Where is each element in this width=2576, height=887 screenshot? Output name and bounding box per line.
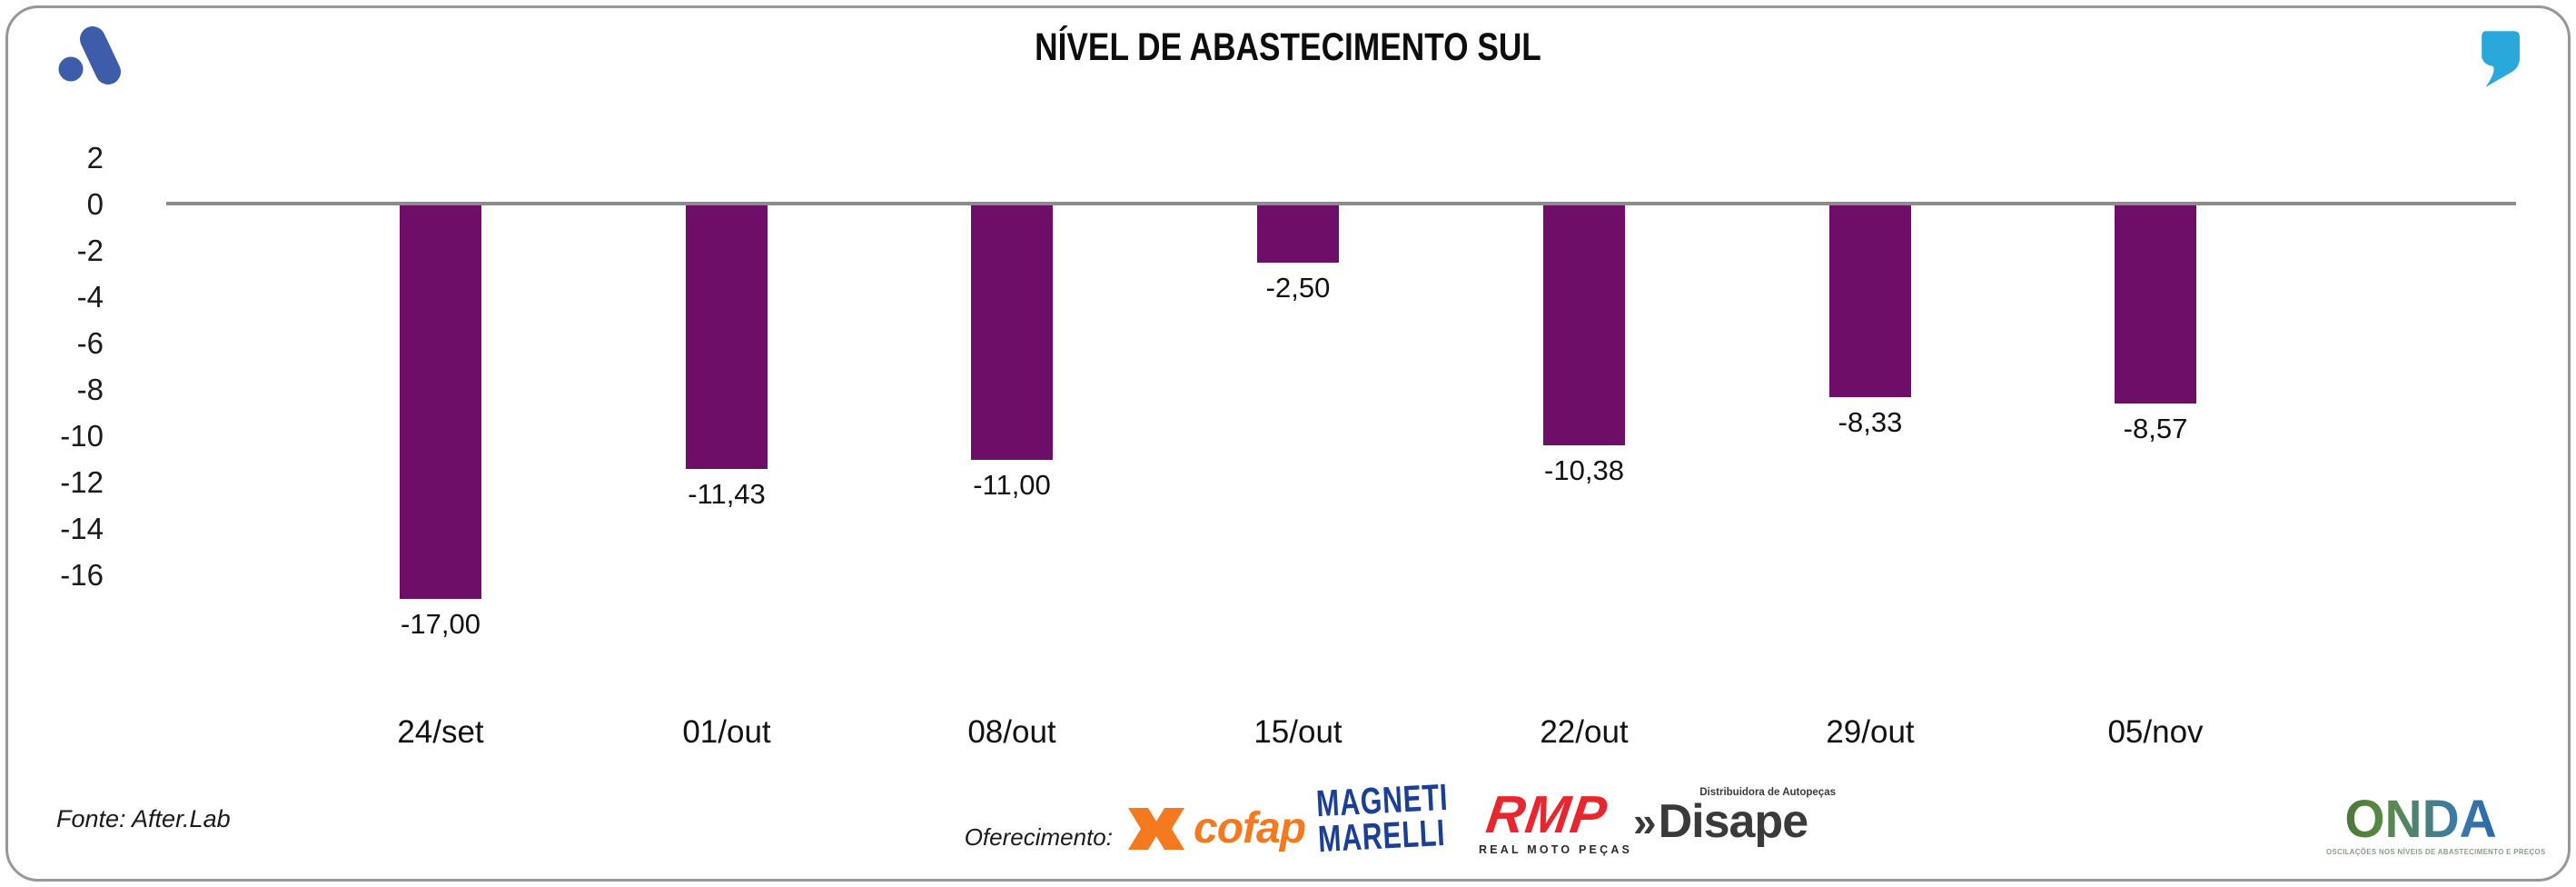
y-tick-label: -16 — [60, 558, 104, 592]
bar-value-label: -11,43 — [688, 478, 766, 510]
y-tick-label: -12 — [60, 465, 104, 499]
bar-value-label: -8,33 — [1838, 406, 1903, 438]
y-tick-label: 0 — [86, 187, 104, 221]
bar-29/out — [1829, 204, 1911, 397]
cofap-wordmark: cofap — [1194, 804, 1306, 852]
y-tick-label: 2 — [86, 141, 104, 174]
rmp-subtext: REAL MOTO PEÇAS — [1479, 843, 1633, 856]
sponsor-label: Oferecimento: — [964, 823, 1113, 851]
x-axis-label: 15/out — [1253, 714, 1342, 750]
disape-subtext: Distribuidora de Autopeças — [1699, 787, 1836, 798]
chart-title: NÍVEL DE ABASTECIMENTO SUL — [1035, 25, 1541, 69]
y-tick-label: -6 — [76, 326, 104, 360]
y-tick-label: -4 — [76, 280, 104, 314]
x-axis-label: 29/out — [1826, 714, 1915, 750]
cofap-logo: cofap — [1128, 803, 1306, 853]
source-note: Fonte: After.Lab — [56, 805, 231, 832]
x-axis-label: 22/out — [1540, 714, 1629, 750]
onda-wordmark: ONDA — [2320, 793, 2521, 846]
x-axis-label: 05/nov — [2107, 714, 2204, 750]
magneti-line2: MARELLI — [1316, 811, 1447, 861]
bar-08/out — [971, 204, 1053, 460]
bar-01/out — [686, 204, 768, 469]
disape-wordmark: Disape — [1658, 795, 1809, 848]
cofap-x-icon — [1128, 807, 1184, 850]
bar-24/set — [400, 204, 481, 599]
quote-mark-icon — [2482, 31, 2520, 87]
bar-value-label: -10,38 — [1544, 454, 1624, 486]
x-axis-label: 08/out — [967, 714, 1056, 750]
onda-tagline: OSCILAÇÕES NOS NÍVEIS DE ABASTECIMENTO E… — [2326, 847, 2546, 856]
y-tick-label: -10 — [60, 419, 104, 453]
bar-05/nov — [2115, 204, 2196, 404]
disape-logo: Distribuidora de Autopeças » Disape — [1633, 787, 1838, 845]
y-tick-label: -14 — [60, 512, 104, 545]
disape-chevron-icon: » — [1633, 798, 1657, 845]
bar-22/out — [1543, 204, 1625, 445]
onda-logo: ONDA OSCILAÇÕES NOS NÍVEIS DE ABASTECIME… — [2318, 793, 2546, 857]
bar-value-label: -11,00 — [973, 469, 1051, 501]
afterlab-logo-icon — [58, 26, 121, 85]
bar-value-label: -17,00 — [401, 608, 481, 640]
y-tick-label: -8 — [76, 373, 104, 406]
y-tick-label: -2 — [76, 234, 104, 267]
x-axis-label: 24/set — [397, 714, 484, 750]
rmp-logo: RMP REAL MOTO PEÇAS — [1479, 785, 1633, 856]
bar-value-label: -2,50 — [1265, 272, 1331, 304]
x-axis-label: 01/out — [682, 714, 771, 750]
magneti-marelli-logo: MAGNETI MARELLI — [1295, 776, 1453, 861]
rmp-wordmark: RMP — [1482, 785, 1611, 844]
bar-value-label: -8,57 — [2123, 413, 2188, 444]
bar-15/out — [1257, 204, 1339, 263]
zero-axis-line — [166, 202, 2516, 205]
